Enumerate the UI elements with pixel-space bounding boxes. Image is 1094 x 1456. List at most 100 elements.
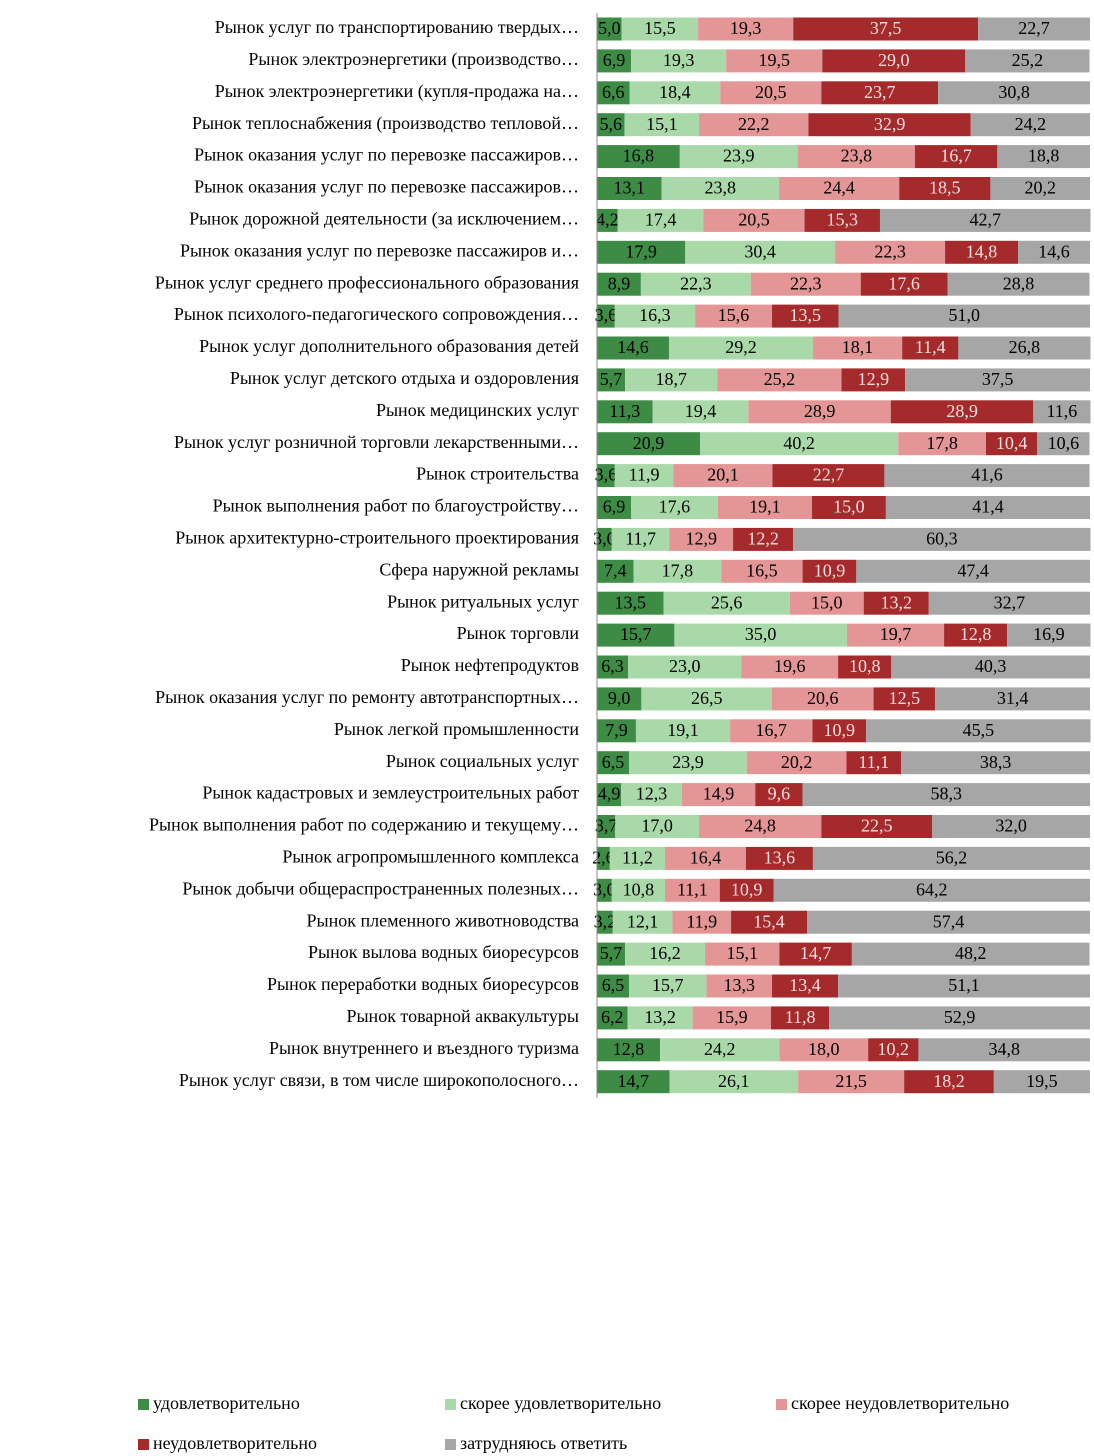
bar-segment — [597, 815, 616, 838]
value-label: 23,9 — [723, 146, 755, 166]
value-label: 11,1 — [858, 752, 889, 772]
bar-segment — [597, 687, 642, 711]
value-label: 11,9 — [629, 465, 660, 485]
bar-segment — [704, 942, 780, 966]
bar-segment — [597, 464, 615, 488]
bar-segment — [597, 751, 630, 775]
bar-segment — [879, 208, 1091, 232]
bar-segment — [970, 113, 1090, 137]
value-label: 13,1 — [614, 178, 646, 198]
value-label: 17,8 — [926, 433, 958, 453]
category-label: Рынок выполнения работ по содержанию и т… — [149, 815, 579, 835]
category-label: Рынок услуг связи, в том числе широкопол… — [179, 1070, 579, 1090]
value-label: 5,7 — [600, 943, 623, 963]
value-label: 11,4 — [915, 337, 946, 357]
bar-segment — [746, 751, 847, 775]
category-label: Рынок племенного животноводства — [307, 910, 580, 930]
bar-segment — [633, 559, 722, 583]
bar-segment — [597, 113, 625, 137]
value-label: 16,9 — [1033, 624, 1065, 644]
bar-segment — [640, 272, 751, 296]
bar-segment — [846, 623, 945, 647]
bar-segment — [624, 113, 700, 137]
value-label: 31,4 — [997, 688, 1029, 708]
value-label: 16,8 — [623, 146, 655, 166]
value-label: 40,2 — [783, 433, 815, 453]
value-label: 18,7 — [655, 369, 687, 389]
value-label: 12,3 — [636, 784, 668, 804]
value-label: 18,0 — [808, 1039, 840, 1059]
bar-segment — [807, 910, 1090, 934]
bar-segment — [597, 17, 622, 41]
bar-segment — [808, 113, 971, 137]
value-label: 24,2 — [1015, 114, 1047, 134]
bar-segment — [721, 559, 803, 583]
value-label: 22,2 — [738, 114, 770, 134]
bar-segment — [660, 1038, 780, 1062]
value-label: 3,2 — [594, 911, 617, 931]
bar-segment — [779, 942, 852, 966]
value-label: 20,1 — [707, 465, 739, 485]
bar-segment — [597, 1038, 661, 1062]
bar-segment — [726, 49, 823, 73]
value-label: 10,8 — [849, 656, 881, 676]
value-label: 20,5 — [738, 210, 770, 230]
bar-segment — [851, 942, 1090, 966]
value-label: 42,7 — [969, 210, 1001, 230]
value-label: 16,4 — [690, 848, 722, 868]
value-label: 23,8 — [841, 146, 873, 166]
bar-segment — [700, 432, 899, 456]
bar-segment — [947, 272, 1090, 296]
value-label: 15,7 — [620, 624, 652, 644]
bar-segment — [635, 719, 731, 743]
value-label: 40,3 — [975, 656, 1007, 676]
bar-segment — [835, 240, 946, 264]
legend-swatch — [776, 1399, 787, 1410]
bar-segment — [597, 336, 669, 360]
value-label: 11,9 — [686, 911, 717, 931]
bar-segment — [789, 591, 864, 615]
category-label: Рынок услуг среднего профессионального о… — [155, 272, 579, 292]
value-label: 51,0 — [949, 305, 981, 325]
value-label: 17,6 — [659, 497, 691, 517]
bar-segment — [597, 81, 630, 105]
bar-segment — [812, 846, 1090, 870]
bar-segment — [902, 336, 959, 360]
bar-segment — [901, 751, 1090, 775]
value-label: 20,5 — [755, 82, 787, 102]
value-label: 24,2 — [704, 1039, 736, 1059]
bar-segment — [856, 559, 1090, 583]
bar-segment — [772, 974, 839, 998]
value-label: 17,6 — [888, 273, 920, 293]
bar-segment — [904, 1070, 994, 1094]
value-label: 19,3 — [663, 50, 695, 70]
value-label: 19,4 — [685, 401, 717, 421]
value-label: 29,2 — [725, 337, 757, 357]
category-label: Рынок легкой промышленности — [334, 719, 579, 739]
value-label: 16,5 — [746, 560, 778, 580]
legend-label: скорее неудовлетворительно — [791, 1393, 1009, 1413]
bar-segment — [731, 910, 808, 934]
bar-segment — [615, 815, 700, 838]
bar-segment — [597, 942, 626, 966]
bar-segment — [617, 208, 704, 232]
value-label: 25,6 — [711, 592, 743, 612]
bar-segment — [997, 145, 1090, 169]
value-label: 14,8 — [966, 241, 998, 261]
bar-segment — [661, 177, 779, 200]
value-label: 24,4 — [823, 178, 855, 198]
value-label: 13,2 — [881, 592, 913, 612]
value-label: 37,5 — [870, 18, 902, 38]
bar-segment — [609, 846, 666, 870]
value-label: 58,3 — [931, 784, 963, 804]
value-label: 10,6 — [1048, 433, 1080, 453]
value-label: 57,4 — [933, 911, 965, 931]
category-label: Рынок кадастровых и землеустроительных р… — [202, 783, 579, 803]
category-label: Рынок вылова водных биоресурсов — [308, 942, 579, 962]
value-label: 64,2 — [916, 879, 948, 899]
bar-segment — [985, 432, 1038, 456]
bar-segment — [719, 878, 774, 902]
category-label: Рынок торговли — [457, 623, 580, 643]
value-label: 23,7 — [864, 82, 896, 102]
value-label: 25,2 — [764, 369, 796, 389]
